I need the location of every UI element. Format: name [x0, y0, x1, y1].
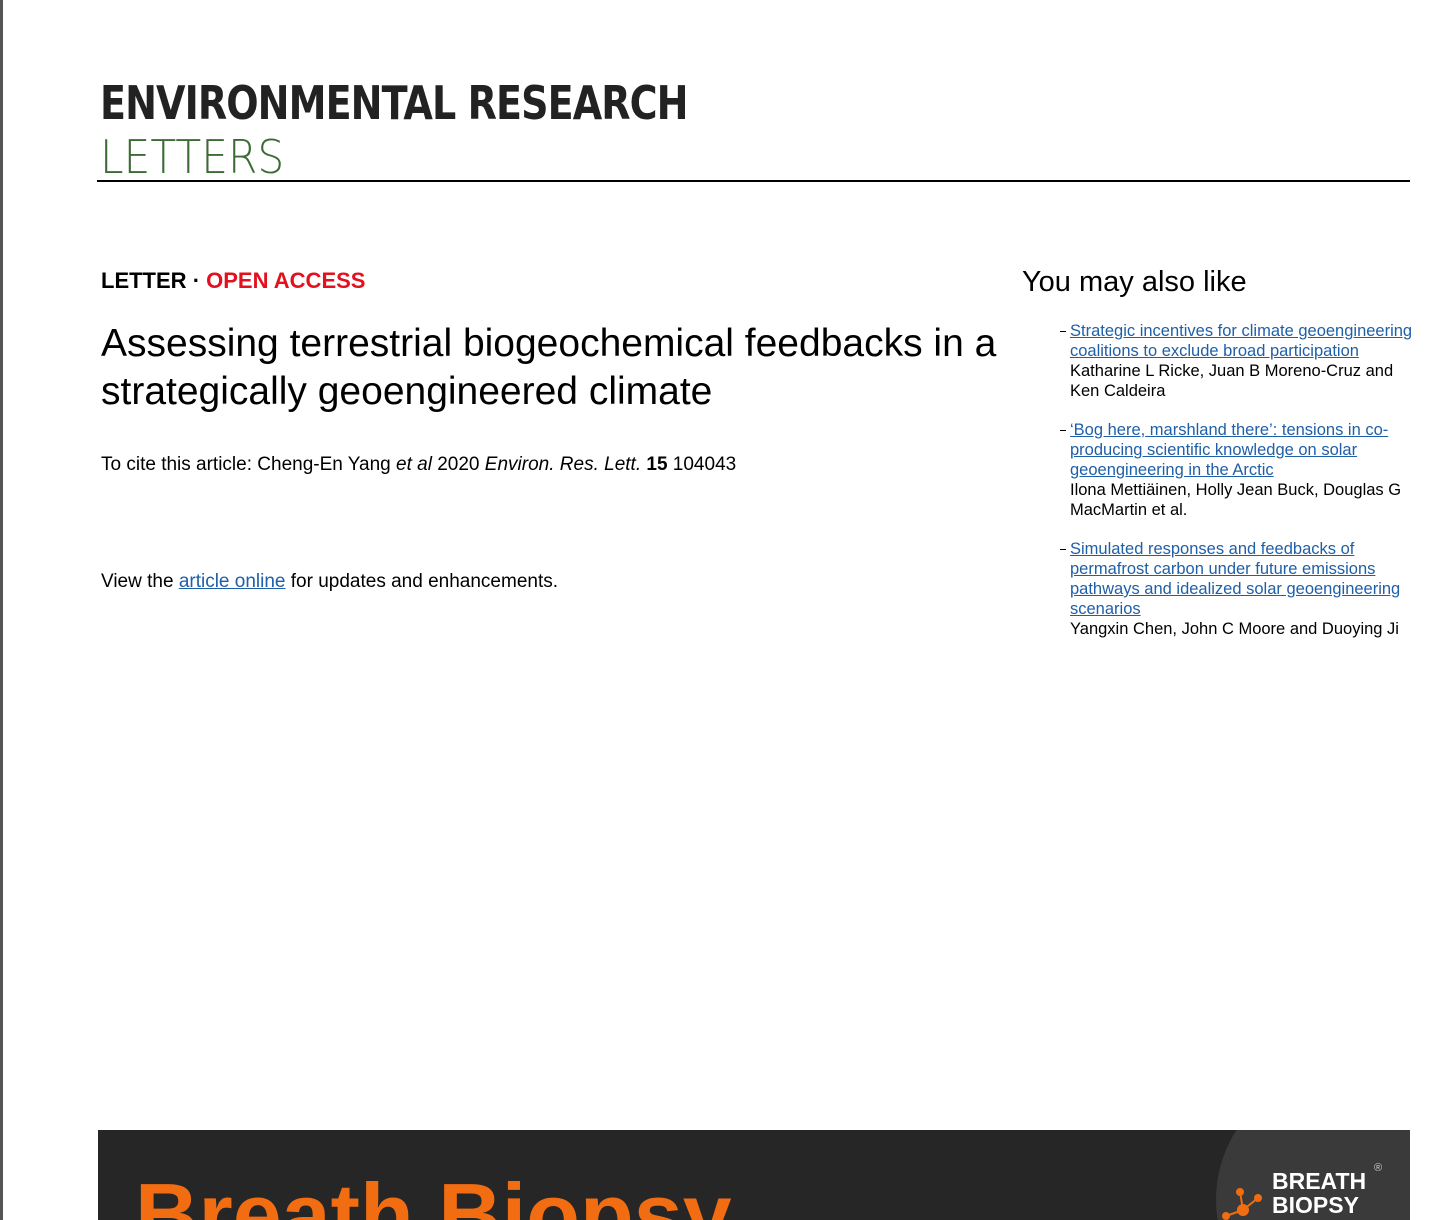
cite-author: Cheng-En Yang [257, 454, 391, 475]
view-online: View the article online for updates and … [101, 571, 558, 593]
related-authors: Yangxin Chen, John C Moore and Duoying J… [1070, 620, 1399, 638]
related-authors: Ilona Mettiäinen, Holly Jean Buck, Dougl… [1070, 481, 1402, 519]
cite-number: 104043 [672, 454, 737, 475]
logo-text: BREATH [1272, 1168, 1367, 1194]
cite-prefix: To cite this article: [101, 454, 252, 475]
article-title: Assessing terrestrial biogeochemical fee… [101, 322, 997, 413]
journal-name: LETTERS [100, 130, 285, 184]
type-label: LETTER [101, 268, 187, 293]
cite-journal: Environ. Res. Lett. [484, 454, 642, 475]
bullet-dash [1060, 430, 1066, 431]
journal-name: ENVIRONMENTAL RESEARCH [100, 76, 689, 130]
related-authors: Katharine L Ricke, Juan B Moreno-Cruz an… [1070, 362, 1394, 400]
cite-volume: 15 [646, 454, 668, 475]
citation: To cite this article: Cheng-En Yang et a… [101, 454, 736, 476]
access-label: OPEN ACCESS [206, 268, 366, 293]
related-link[interactable]: Strategic incentives for climate geoengi… [1070, 322, 1413, 360]
related-item: Simulated responses and feedbacks of per… [1022, 539, 1422, 639]
logo-text: BIOPSY [1272, 1192, 1359, 1218]
header-rule [97, 180, 1410, 182]
related-link[interactable]: ‘Bog here, marshland there’: tensions in… [1070, 421, 1389, 479]
sidebar-heading: You may also like [1022, 266, 1247, 298]
article-type: LETTER · OPEN ACCESS [101, 268, 365, 294]
separator: · [192, 268, 201, 293]
article-link[interactable]: article online [178, 571, 286, 592]
window-edge [0, 0, 3, 1220]
view-before: View the [101, 571, 174, 592]
logo-icon [1222, 1188, 1262, 1220]
bullet-dash [1060, 549, 1066, 550]
ad-banner[interactable]: Breath Biopsy BREATH BIOPSY ® [98, 1130, 1410, 1220]
registered-mark: ® [1374, 1162, 1383, 1174]
ad-headline: Breath Biopsy [135, 1165, 732, 1220]
related-item: ‘Bog here, marshland there’: tensions in… [1022, 420, 1422, 520]
related-link[interactable]: Simulated responses and feedbacks of per… [1070, 540, 1401, 618]
view-after: for updates and enhancements. [290, 571, 559, 592]
related-sidebar: You may also like Strategic incentives f… [1022, 266, 1422, 658]
related-item: Strategic incentives for climate geoengi… [1022, 321, 1422, 401]
related-list: Strategic incentives for climate geoengi… [1022, 321, 1422, 639]
cite-year: 2020 [437, 454, 480, 475]
cite-etal: et al [396, 454, 432, 475]
bullet-dash [1060, 331, 1066, 332]
